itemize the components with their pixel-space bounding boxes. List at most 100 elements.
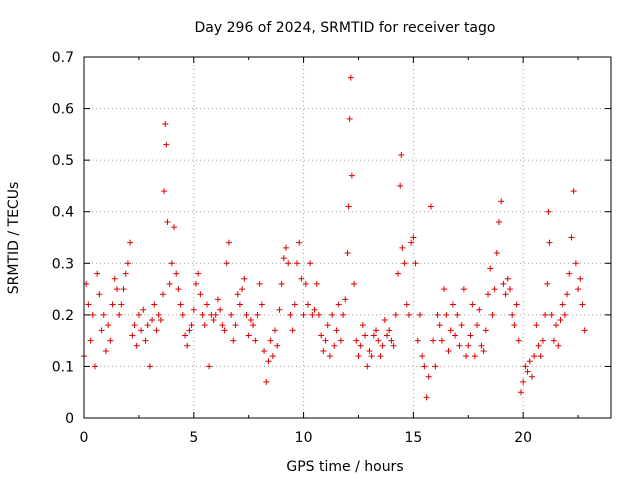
data-point [368,353,375,360]
data-point [416,311,423,318]
data-point [111,275,118,282]
data-point [496,219,503,226]
data-point [381,317,388,324]
data-point [425,373,432,380]
data-point [107,337,114,344]
data-point [539,337,546,344]
data-point [192,280,199,287]
data-point [269,353,276,360]
data-point [410,234,417,241]
data-point [296,239,303,246]
data-point [542,311,549,318]
data-point [258,301,265,308]
x-tick-label: 5 [189,430,198,446]
data-point [162,121,169,128]
data-point [164,219,171,226]
data-point [480,347,487,354]
data-point [337,337,344,344]
data-point [250,322,257,329]
data-point [188,322,195,329]
data-point [522,363,529,370]
grid [84,57,611,418]
data-point [116,311,123,318]
data-point [153,327,160,334]
data-point [463,353,470,360]
data-point [252,337,259,344]
data-point [456,342,463,349]
data-point [318,332,325,339]
data-point [467,332,474,339]
data-point [267,337,274,344]
data-point [291,301,298,308]
data-point [113,286,120,293]
data-point [397,182,404,189]
data-point [502,291,509,298]
data-point [256,280,263,287]
data-point [96,291,103,298]
x-tick-label: 10 [295,430,313,446]
data-point [304,301,311,308]
data-point [454,311,461,318]
data-point [403,301,410,308]
data-point [94,270,101,277]
y-tick-label: 0.1 [52,359,74,375]
data-point [326,353,333,360]
data-point [149,317,156,324]
data-point [184,342,191,349]
data-point [138,327,145,334]
y-axis-label: SRMTID / TECUs [6,182,22,295]
data-point [537,353,544,360]
data-point [392,311,399,318]
data-point [175,286,182,293]
data-point [432,363,439,370]
data-point [280,255,287,262]
data-point [533,322,540,329]
data-point [491,286,498,293]
data-point [311,306,318,313]
data-point [140,306,147,313]
data-point [157,317,164,324]
data-point [329,311,336,318]
data-point [575,286,582,293]
data-point [546,239,553,246]
data-point [230,337,237,344]
data-point [375,337,382,344]
data-point [307,260,314,267]
data-point [555,342,562,349]
data-point [340,311,347,318]
data-point [566,270,573,277]
data-point [485,291,492,298]
data-point [322,337,329,344]
data-point [384,332,391,339]
data-point [531,353,538,360]
data-point [302,280,309,287]
data-point [335,301,342,308]
data-point [478,342,485,349]
data-point [535,342,542,349]
data-point [559,301,566,308]
data-point [171,224,178,231]
data-point [263,378,270,385]
data-point [234,291,241,298]
axis-ticks: 0 5 10 15 20 0 0.1 0.2 0.3 0.4 0.5 0.6 0.7 [52,50,611,446]
data-point [98,327,105,334]
data-point [355,353,362,360]
data-point [265,358,272,365]
data-point [278,280,285,287]
data-point [247,317,254,324]
data-point [377,353,384,360]
y-tick-label: 0.4 [52,205,74,221]
data-point [366,347,373,354]
data-point [285,260,292,267]
data-point [581,327,588,334]
data-points [81,74,588,401]
data-point [414,337,421,344]
data-point [206,363,213,370]
data-point [561,311,568,318]
data-point [545,208,552,215]
data-point [515,337,522,344]
data-point [504,275,511,282]
data-point [274,342,281,349]
data-point [351,280,358,287]
data-point [261,347,268,354]
